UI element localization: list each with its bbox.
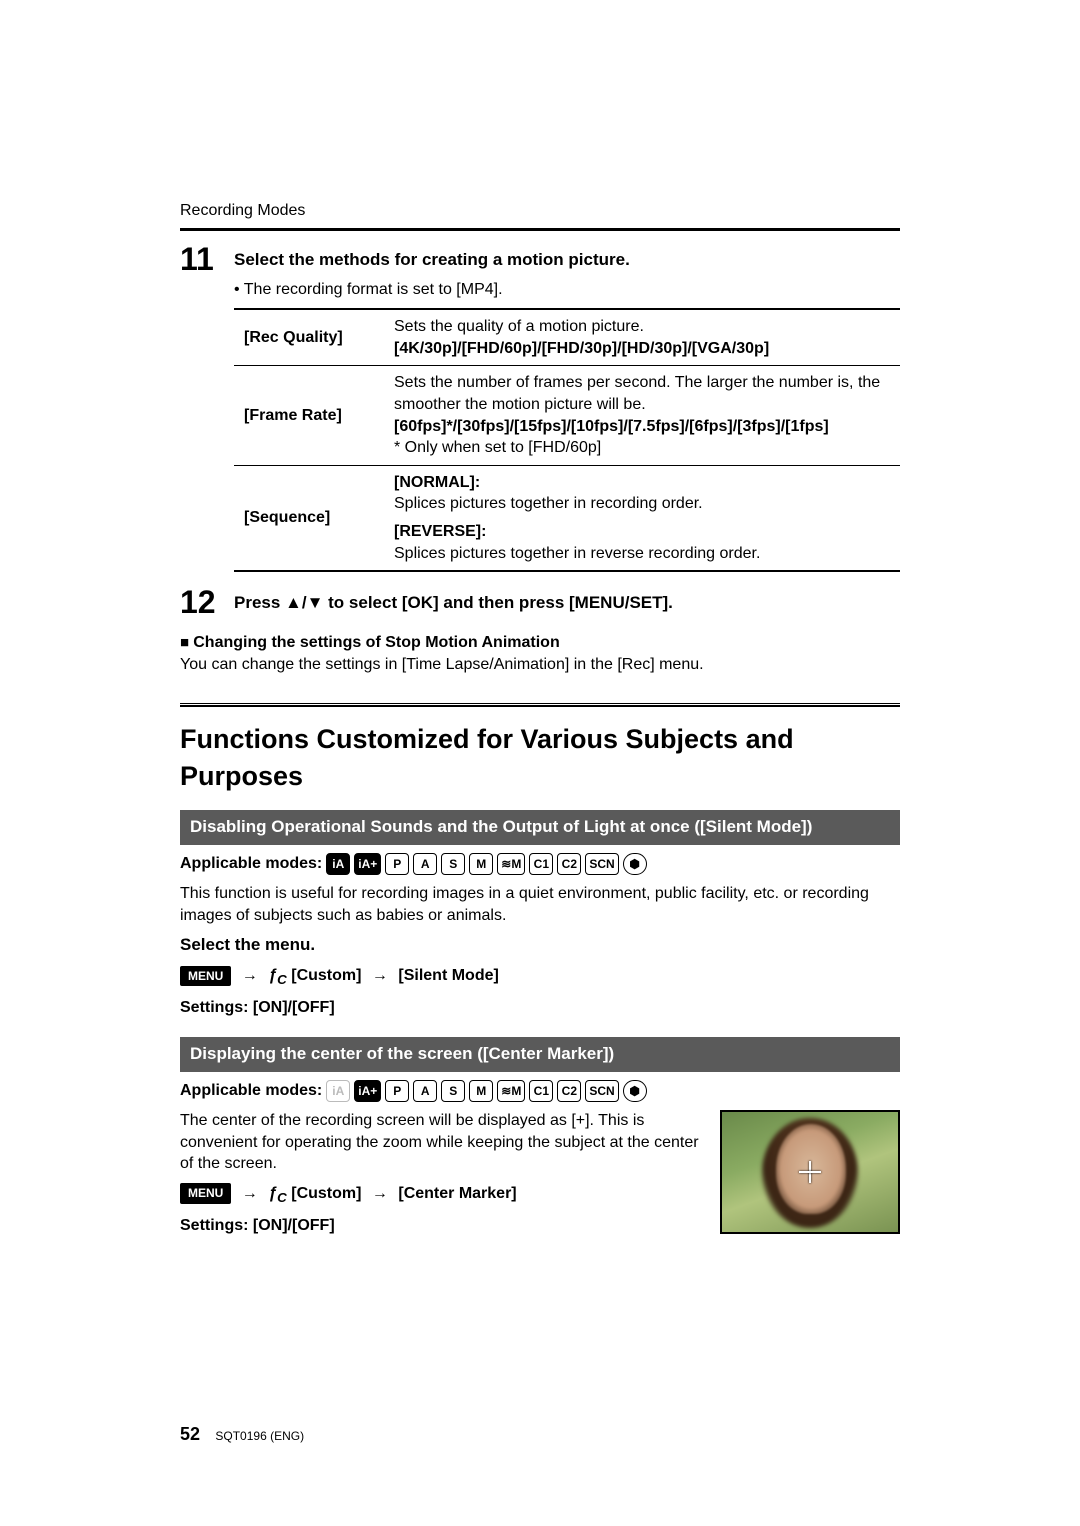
mode-icon: ⬢ [623,853,647,875]
applicable-modes: Applicable modes: iA iA+ P A S M ≋M C1 C… [180,1080,900,1102]
row-content: Sets the quality of a motion picture. [4… [384,309,900,366]
mode-icon: A [413,1080,437,1102]
divider-double [180,703,900,707]
step-number: 12 [180,586,224,618]
row-bold: [4K/30p]/[FHD/60p]/[FHD/30p]/[HD/30p]/[V… [394,338,890,360]
main-heading: Functions Customized for Various Subject… [180,721,900,794]
arrow-icon: → [236,967,264,984]
row-bold: [NORMAL]: [394,472,890,494]
mode-icon: P [385,1080,409,1102]
mode-icon: iA+ [354,853,381,875]
banner-center: Displaying the center of the screen ([Ce… [180,1037,900,1072]
menu-pill: MENU [180,966,231,986]
applicable-modes: Applicable modes: iA iA+ P A S M ≋M C1 C… [180,853,900,875]
mode-icon: C1 [529,1080,553,1102]
page-number: 52 [180,1424,200,1444]
table-row: [Rec Quality] Sets the quality of a moti… [234,309,900,366]
row-content: [NORMAL]: Splices pictures together in r… [384,465,900,571]
arrow-icon: → [236,1185,264,1202]
menu-path: MENU → ƒC [Custom] → [Silent Mode] [180,965,900,989]
modes-label: Applicable modes: [180,853,322,875]
row-text: Sets the quality of a motion picture. [394,316,890,338]
mode-icon: S [441,1080,465,1102]
row-text: Splices pictures together in recording o… [394,493,890,515]
body-text: The center of the recording screen will … [180,1110,702,1175]
mode-icon: ⬢ [623,1080,647,1102]
step-11: 11 Select the methods for creating a mot… [180,243,900,275]
body-text: This function is useful for recording im… [180,883,900,926]
row-label: [Sequence] [234,465,384,571]
mode-icon: ≋M [497,853,525,875]
table-row: [Frame Rate] Sets the number of frames p… [234,366,900,465]
row-text: Splices pictures together in reverse rec… [394,543,890,565]
divider [180,228,900,231]
mode-icon: ≋M [497,1080,525,1102]
mode-icon: iA+ [354,1080,381,1102]
arrow-icon: → [366,967,394,984]
section-header: Recording Modes [180,200,900,222]
step-title: Select the methods for creating a motion… [234,243,630,272]
settings-line: Settings: [ON]/[OFF] [180,997,900,1019]
step-12: 12 Press ▲/▼ to select [OK] and then pre… [180,586,900,618]
step-number: 11 [180,243,224,275]
step-title: Press ▲/▼ to select [OK] and then press … [234,586,673,615]
fc-icon: ƒC [268,967,287,984]
doc-id: SQT0196 (ENG) [215,1429,304,1443]
mode-icon: SCN [585,853,618,875]
menu-pill: MENU [180,1183,231,1203]
mode-icon: A [413,853,437,875]
select-menu: Select the menu. [180,934,900,957]
banner-silent: Disabling Operational Sounds and the Out… [180,810,900,845]
fc-icon: ƒC [268,1185,287,1202]
path-part: [Center Marker] [398,1185,516,1202]
row-label: [Frame Rate] [234,366,384,465]
row-note: * Only when set to [FHD/60p] [394,437,890,459]
mode-icon: C1 [529,853,553,875]
table-row: [Sequence] [NORMAL]: Splices pictures to… [234,465,900,571]
mode-icon: C2 [557,1080,581,1102]
mode-icon: S [441,853,465,875]
row-text: Sets the number of frames per second. Th… [394,372,890,415]
cross-icon [799,1161,821,1183]
body-text: You can change the settings in [Time Lap… [180,654,900,676]
row-label: [Rec Quality] [234,309,384,366]
row-bold: [60fps]*/[30fps]/[15fps]/[10fps]/[7.5fps… [394,416,890,438]
mode-icon: iA [326,853,350,875]
subsection-heading: Changing the settings of Stop Motion Ani… [180,632,900,654]
mode-icon: M [469,1080,493,1102]
modes-label: Applicable modes: [180,1080,322,1102]
path-part: [Silent Mode] [398,967,498,984]
menu-path: MENU → ƒC [Custom] → [Center Marker] [180,1183,702,1207]
sample-image [720,1110,900,1234]
mode-icon: P [385,853,409,875]
center-marker-block: The center of the recording screen will … [180,1110,900,1255]
path-part: [Custom] [291,1185,361,1202]
page-footer: 52 SQT0196 (ENG) [180,1422,304,1446]
mode-icon: C2 [557,853,581,875]
mode-icon: M [469,853,493,875]
arrow-icon: → [366,1185,394,1202]
mode-icon: SCN [585,1080,618,1102]
row-bold: [REVERSE]: [394,521,890,543]
mode-icon-disabled: iA [326,1080,350,1102]
spec-table: [Rec Quality] Sets the quality of a moti… [234,308,900,572]
path-part: [Custom] [291,967,361,984]
step-sub: The recording format is set to [MP4]. [234,279,900,301]
row-content: Sets the number of frames per second. Th… [384,366,900,465]
settings-line: Settings: [ON]/[OFF] [180,1215,702,1237]
